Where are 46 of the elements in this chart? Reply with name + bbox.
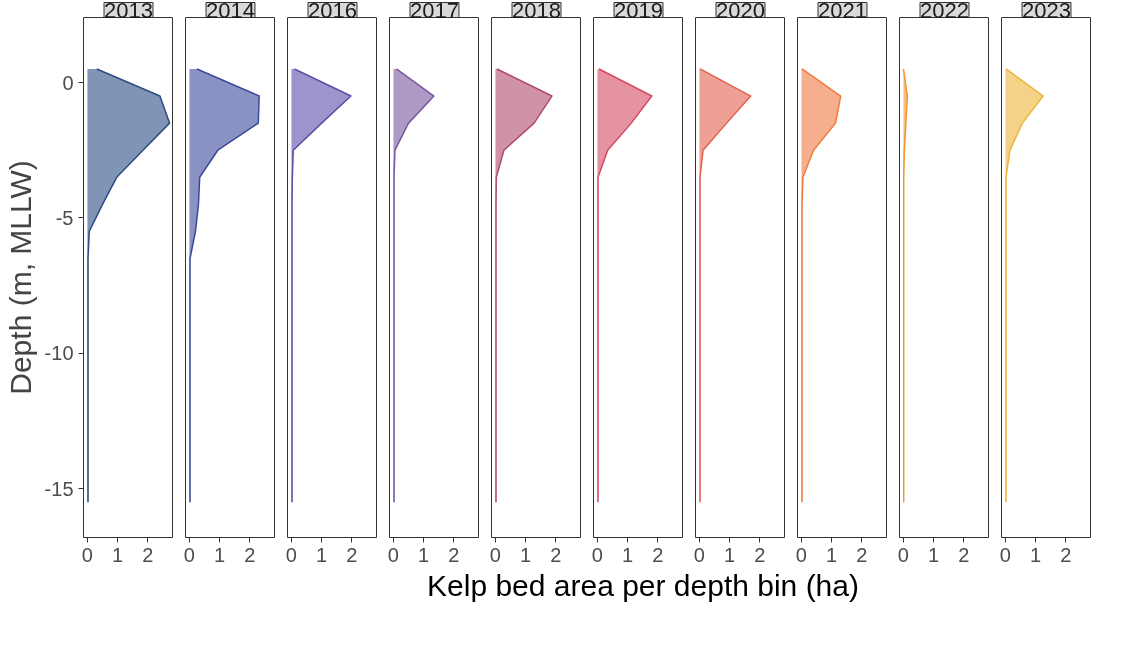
chart-title: 2018 — [512, 0, 561, 23]
x-tick-label: 0 — [81, 543, 93, 566]
y-tick-label: -15 — [44, 477, 74, 500]
chart-title: 2022 — [920, 0, 969, 23]
y-axis-title: Depth (m, MLLW) — [3, 160, 37, 395]
x-tick-label: 2 — [652, 543, 664, 566]
chart-title: 2017 — [410, 0, 459, 23]
chart-title: 2019 — [614, 0, 663, 23]
chart-title: 2023 — [1022, 0, 1071, 23]
x-tick-label: 0 — [693, 543, 705, 566]
x-tick-label: 0 — [387, 543, 399, 566]
x-tick-label: 0 — [183, 543, 195, 566]
x-tick-label: 2 — [142, 543, 154, 566]
chart-title: 2021 — [818, 0, 867, 23]
chart-title: 2016 — [308, 0, 357, 23]
x-tick-label: 1 — [214, 543, 226, 566]
x-axis-title: Kelp bed area per depth bin (ha) — [427, 569, 859, 603]
x-tick-label: 1 — [622, 543, 634, 566]
x-tick-label: 2 — [346, 543, 358, 566]
x-tick-label: 0 — [897, 543, 909, 566]
y-tick-label: 0 — [62, 71, 74, 94]
x-tick-label: 0 — [795, 543, 807, 566]
x-tick-label: 0 — [591, 543, 603, 566]
x-tick-label: 2 — [244, 543, 256, 566]
x-tick-label: 1 — [724, 543, 736, 566]
x-tick-label: 0 — [999, 543, 1011, 566]
chart-title: 2014 — [206, 0, 255, 23]
y-tick-label: -5 — [55, 206, 74, 229]
x-tick-label: 2 — [958, 543, 970, 566]
x-tick-label: 2 — [448, 543, 460, 566]
x-tick-label: 2 — [1060, 543, 1072, 566]
x-tick-label: 1 — [1030, 543, 1042, 566]
x-tick-label: 1 — [520, 543, 532, 566]
x-tick-label: 1 — [826, 543, 838, 566]
y-tick-label: -10 — [44, 342, 74, 365]
x-tick-label: 2 — [754, 543, 766, 566]
x-tick-label: 1 — [112, 543, 124, 566]
chart-title: 2013 — [104, 0, 153, 23]
x-tick-label: 1 — [418, 543, 430, 566]
x-tick-label: 0 — [285, 543, 297, 566]
x-tick-label: 0 — [489, 543, 501, 566]
x-tick-label: 2 — [856, 543, 868, 566]
x-tick-label: 1 — [928, 543, 940, 566]
x-tick-label: 2 — [550, 543, 562, 566]
x-tick-label: 1 — [316, 543, 328, 566]
chart-title: 2020 — [716, 0, 765, 23]
